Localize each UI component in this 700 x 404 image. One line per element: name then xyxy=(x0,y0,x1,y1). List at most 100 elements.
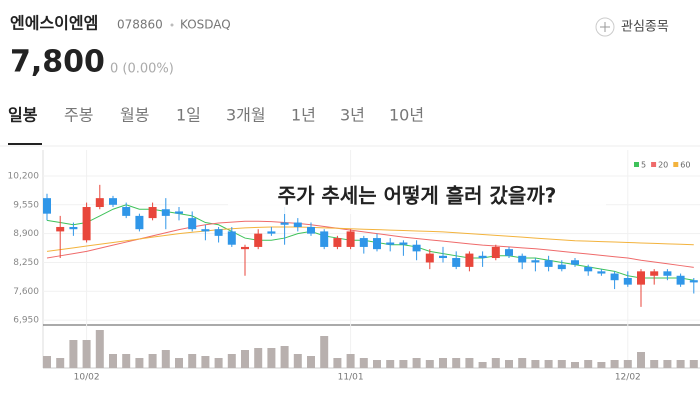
candle-body xyxy=(544,260,553,267)
volume-bar xyxy=(452,358,461,368)
candle-body xyxy=(227,231,236,245)
volume-bar xyxy=(82,340,91,368)
dot xyxy=(170,23,174,27)
volume-bar xyxy=(571,362,579,368)
volume-bar xyxy=(544,360,553,368)
candle-body xyxy=(439,255,447,259)
volume-bar xyxy=(439,358,447,368)
market: KOSDAQ xyxy=(180,18,231,32)
tab[interactable]: 3개월 xyxy=(226,106,266,125)
volume-bar xyxy=(109,354,117,368)
stock-name: 엔에스이엔엠 xyxy=(10,14,98,33)
stock-code: 078860 xyxy=(117,18,163,32)
candle-body xyxy=(663,271,672,276)
tab[interactable]: 3년 xyxy=(340,106,365,125)
volume-bar xyxy=(663,360,672,368)
candle-body xyxy=(307,226,315,234)
volume-bar xyxy=(425,360,434,368)
candle-body xyxy=(386,242,395,245)
tab[interactable]: 10년 xyxy=(389,106,424,125)
x-tick-label: 11/01 xyxy=(338,373,364,383)
tab[interactable]: 월봉 xyxy=(120,106,149,125)
volume-bar xyxy=(148,354,157,368)
volume-bar xyxy=(267,348,276,368)
volume-bar xyxy=(689,360,698,368)
volume-bar xyxy=(597,362,606,368)
volume-bar xyxy=(650,360,659,368)
ma-line xyxy=(46,204,694,281)
y-tick-label: 10,200 xyxy=(8,171,40,181)
candle-body xyxy=(584,266,593,272)
candle-body xyxy=(135,215,144,230)
candle-body xyxy=(478,255,487,259)
legend-label: 5 xyxy=(641,161,646,170)
candle-body xyxy=(346,231,355,247)
tab[interactable]: 일봉 xyxy=(8,106,38,125)
y-tick-label: 6,950 xyxy=(13,316,39,326)
candle-body xyxy=(175,211,183,214)
candle-body xyxy=(465,253,474,267)
volume-bar xyxy=(412,358,421,368)
candle-body xyxy=(399,242,408,245)
candle-body xyxy=(56,226,65,232)
watch-icon[interactable] xyxy=(595,17,615,37)
volume-bar xyxy=(557,360,566,368)
volume-bar xyxy=(373,360,381,368)
candle-body xyxy=(452,258,461,267)
volume-bar xyxy=(623,360,632,368)
candle-body xyxy=(425,253,434,263)
watch-button[interactable]: 관심종목 xyxy=(621,20,669,35)
volume-bar xyxy=(478,362,487,368)
candle-body xyxy=(676,275,685,285)
tab[interactable]: 주봉 xyxy=(64,106,93,125)
candle-body xyxy=(491,246,500,259)
overlay-box xyxy=(228,180,606,214)
volume-bar xyxy=(518,358,527,368)
tab[interactable]: 1일 xyxy=(176,106,201,125)
x-tick-label: 12/02 xyxy=(615,373,641,383)
volume-bar xyxy=(214,358,223,368)
volume-bar xyxy=(399,360,408,368)
candle-body xyxy=(333,238,342,247)
volume-bar xyxy=(241,350,249,368)
legend-swatch xyxy=(673,162,679,167)
candle-body xyxy=(320,231,329,247)
tab[interactable]: 1년 xyxy=(291,106,316,125)
volume-bar xyxy=(56,358,65,368)
ma-line xyxy=(46,226,694,252)
candle-body xyxy=(597,271,606,274)
volume-bar xyxy=(135,358,144,368)
candle-body xyxy=(557,264,566,270)
candle-body xyxy=(610,273,619,281)
volume-bar xyxy=(95,330,104,368)
volume-bar xyxy=(584,360,593,368)
y-tick-label: 7,600 xyxy=(13,287,39,297)
volume-bar xyxy=(201,356,210,368)
volume-bar xyxy=(227,354,236,368)
candle-body xyxy=(531,260,540,263)
candle-body xyxy=(267,231,276,234)
volume-bar xyxy=(320,336,329,368)
plus xyxy=(600,22,610,32)
candle-body xyxy=(214,229,223,236)
candle-body xyxy=(623,277,632,285)
candle-body xyxy=(122,207,131,216)
y-tick-label: 9,550 xyxy=(13,200,39,210)
candle-body xyxy=(43,198,51,214)
volume-bar xyxy=(676,360,685,368)
candle-body xyxy=(188,218,197,230)
candle-body xyxy=(637,271,645,285)
candle-body xyxy=(571,260,579,265)
candle-body xyxy=(148,207,157,219)
volume-bar xyxy=(333,358,342,368)
volume-bar xyxy=(280,346,289,368)
legend-swatch xyxy=(634,162,639,167)
candle-body xyxy=(69,226,78,230)
legend-swatch xyxy=(651,162,657,167)
ma-line xyxy=(46,220,694,268)
candle-body xyxy=(82,207,91,241)
legend-label: 20 xyxy=(658,161,668,170)
candle-body xyxy=(241,246,249,250)
volume-bar xyxy=(505,360,513,368)
